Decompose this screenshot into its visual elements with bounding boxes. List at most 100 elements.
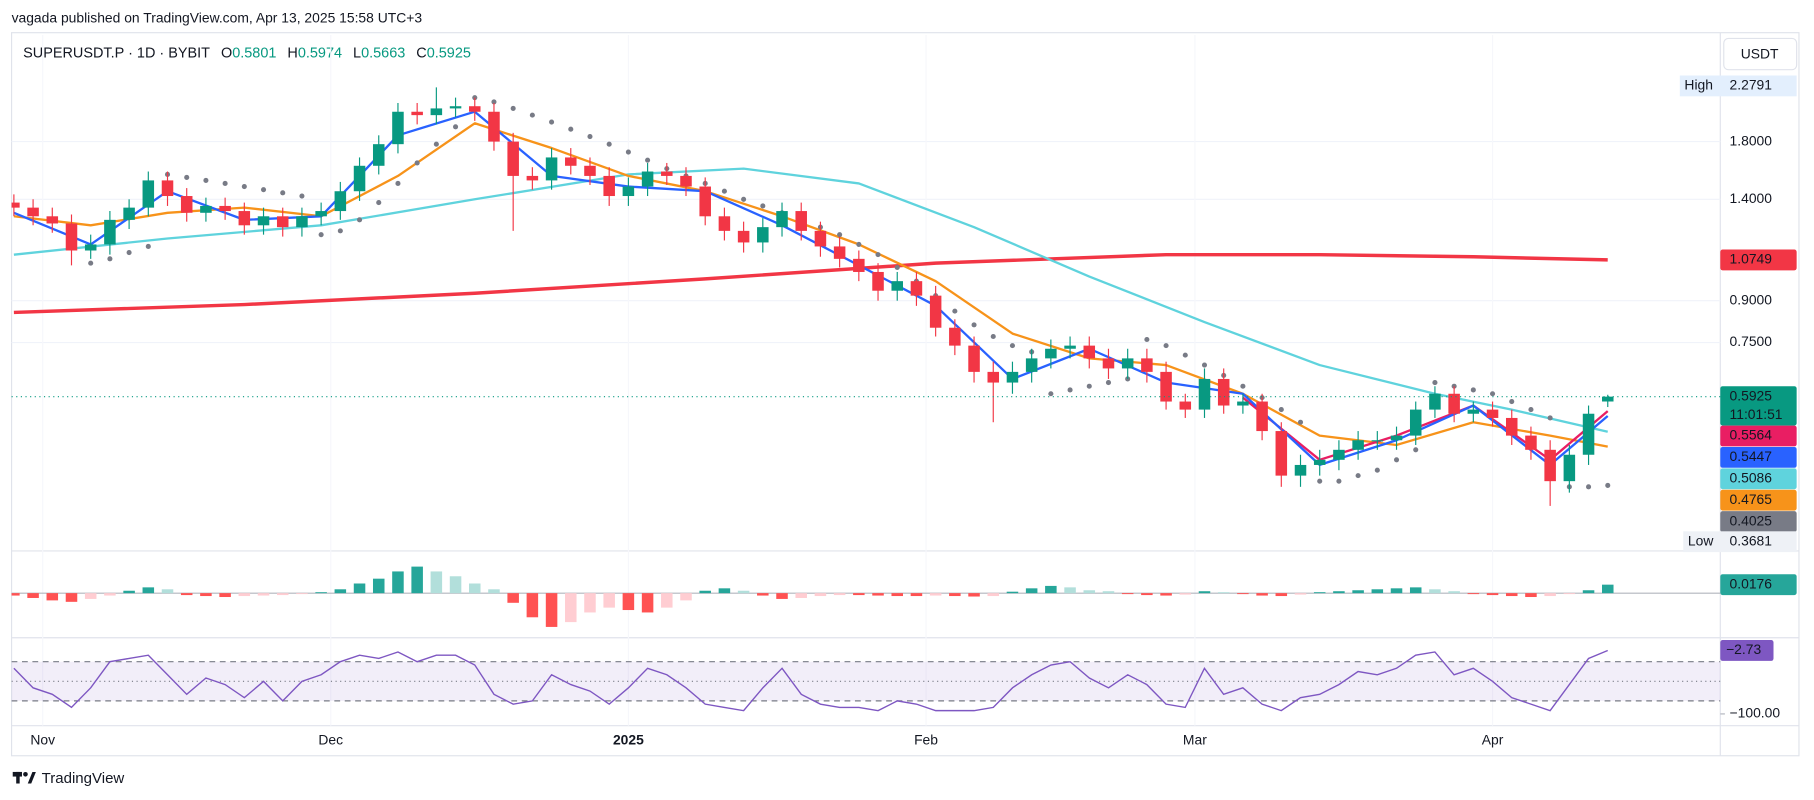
sar-dot (606, 141, 612, 147)
ohlc-key: H (287, 45, 297, 61)
candle-body (699, 186, 711, 217)
macd-bar (1563, 593, 1576, 595)
macd-bar (276, 593, 289, 596)
candle-body (449, 106, 462, 109)
macd-bar (968, 593, 980, 597)
sar-dot (1240, 383, 1246, 389)
macd-bar (1121, 593, 1134, 595)
candle-body (757, 227, 769, 243)
macd-tag-box (1720, 574, 1797, 596)
macd-bar (545, 593, 558, 627)
candle-body (680, 175, 692, 187)
sar-dot (1547, 415, 1553, 421)
sar-dot (88, 260, 94, 266)
sar-dot (1317, 478, 1323, 484)
sar-dot (1393, 457, 1400, 463)
x-tick-label: 2025 (613, 731, 644, 747)
macd-bar (795, 593, 807, 598)
sar-dot (107, 256, 113, 262)
legend: SUPERUSDT.P · 1D · BYBIT O0.5801 H0.5974… (23, 45, 471, 61)
sar-dot (395, 180, 401, 186)
sar-dot (1009, 343, 1016, 349)
sar-dot (222, 180, 228, 186)
line-value-tag-box (1720, 425, 1797, 447)
macd-bar (104, 593, 116, 596)
x-tick-label: Feb (914, 731, 938, 747)
macd-bar (1486, 593, 1499, 596)
sar-dot (875, 252, 881, 258)
candle-body (1601, 396, 1614, 402)
sar-dot (1528, 407, 1534, 413)
candle-body (1121, 358, 1134, 369)
symbol: SUPERUSDT.P · 1D · BYBIT (23, 45, 210, 61)
candle-body (814, 230, 827, 247)
macd-bar (449, 576, 462, 594)
y-tick-label: 0.9000 (1730, 291, 1773, 307)
low-badge (1683, 531, 1797, 553)
candle-body (180, 196, 193, 213)
sar-dot (990, 333, 996, 340)
macd-bar (507, 593, 519, 603)
sar-dot (1144, 336, 1150, 343)
candle-body (1025, 358, 1038, 372)
sar-dot (856, 241, 862, 247)
williams-pane (11, 649, 1721, 712)
candle-body (219, 205, 231, 212)
sar-dot (587, 134, 593, 140)
macd-bar (1448, 591, 1460, 594)
macd-bar (814, 593, 827, 597)
sar-dot (241, 183, 247, 190)
candle-body (1448, 393, 1460, 414)
line-value-tag-box (1720, 249, 1797, 271)
macd-bar (315, 592, 327, 594)
line-value-tag: 0.5086 (1730, 469, 1773, 485)
candle-body (1563, 454, 1576, 482)
ohlc-key: C (416, 45, 426, 61)
candle-body (1544, 449, 1556, 482)
candle-body (910, 281, 923, 296)
x-tick-label: Nov (30, 731, 55, 747)
macd-bar (526, 593, 539, 618)
macd-bar (180, 593, 193, 596)
candle-body (1141, 358, 1153, 372)
candle-body (1217, 378, 1230, 406)
candle-body (891, 281, 903, 291)
sar-dot (625, 149, 631, 155)
sar-dot (952, 308, 958, 314)
ohlc-value: 0.5663 (361, 45, 405, 61)
candle-body (737, 230, 750, 243)
macd-bar (1544, 593, 1556, 597)
candle-body (353, 165, 366, 192)
candle-body (1352, 440, 1364, 450)
candle-body (334, 191, 347, 212)
currency-button[interactable] (1723, 37, 1798, 71)
macd-bar (565, 593, 577, 623)
macd-bar (353, 583, 366, 594)
macd-bar (1025, 588, 1038, 594)
macd-bar (1237, 593, 1249, 595)
sar-dot (1297, 419, 1304, 425)
x-tick-label: Mar (1183, 731, 1207, 747)
macd-bar (1141, 593, 1153, 596)
macd-bar (699, 590, 711, 594)
last-price-tag-box (1720, 386, 1797, 426)
candle-body (315, 211, 327, 217)
candle-body (488, 111, 500, 142)
macd-bar (1371, 589, 1384, 594)
macd-bar (776, 593, 788, 599)
sar-dot (1336, 478, 1342, 484)
sar-dot (510, 105, 516, 111)
macd-bar (46, 593, 59, 601)
macd-bar (1505, 593, 1518, 597)
candle-body (161, 180, 174, 197)
candle-body (1198, 378, 1211, 410)
macd-pane (11, 566, 1721, 627)
publish-note: vagada published on TradingView.com, Apr… (12, 9, 423, 25)
candle-body (276, 216, 289, 228)
macd-bar (622, 593, 635, 611)
macd-bar (872, 593, 884, 596)
sar-dot (1605, 482, 1611, 488)
sar-dot (433, 141, 439, 147)
sar-dot (837, 232, 843, 238)
band-fill (11, 661, 1721, 701)
